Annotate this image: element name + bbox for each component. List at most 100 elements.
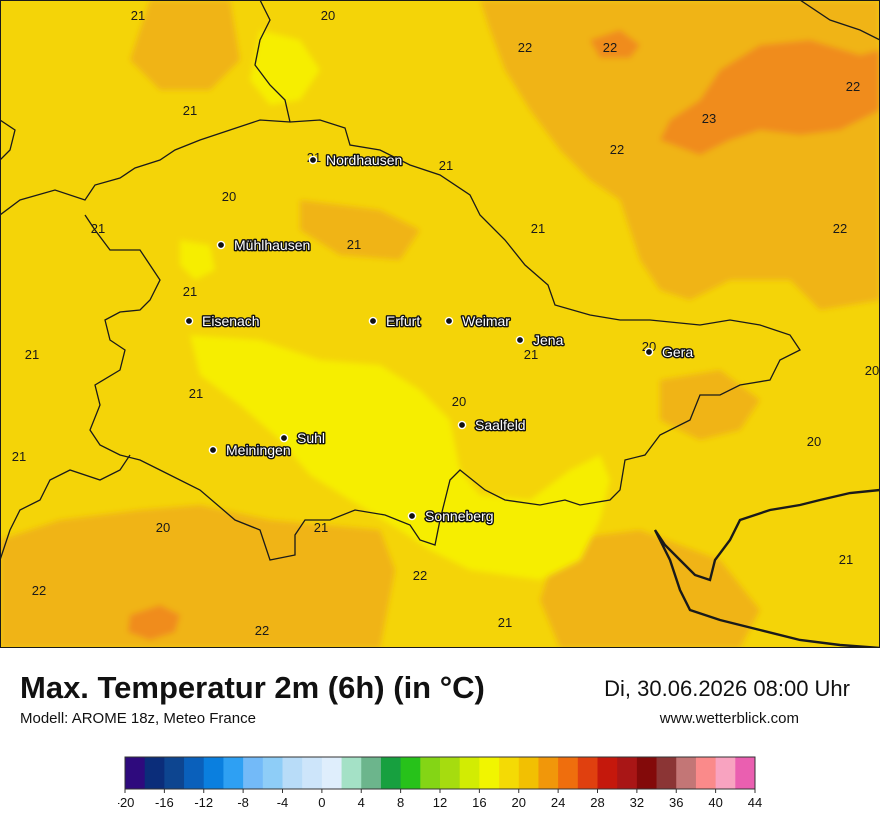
legend-swatch (361, 757, 382, 789)
map-title: Max. Temperatur 2m (6h) (in °C) (20, 670, 485, 705)
legend-swatch (695, 757, 717, 789)
city-label: Eisenach (202, 313, 260, 329)
legend-tick-label: 4 (358, 795, 365, 810)
temperature-zones (0, 0, 880, 648)
state-border (0, 119, 16, 161)
legend-swatch (617, 757, 638, 789)
temperature-zone (250, 30, 320, 105)
city-dot (457, 420, 467, 430)
city-dot (208, 445, 218, 455)
legend-swatch (164, 757, 185, 789)
legend-tick-label: -12 (194, 795, 213, 810)
legend-swatch (440, 757, 461, 789)
legend-tick-label: 28 (590, 795, 604, 810)
legend-swatch (479, 757, 500, 789)
temperature-value: 21 (839, 552, 853, 567)
temperature-value: 21 (25, 347, 39, 362)
temperature-value: 22 (32, 583, 46, 598)
legend-swatch (223, 757, 244, 789)
color-scale-legend: -20 -16 -12 -8 -4 0 4 8 12 16 20 24 28 32 36 40 44 (118, 756, 762, 810)
temperature-zone (590, 30, 640, 58)
temperature-value: 21 (183, 284, 197, 299)
temperature-map[interactable]: 21 20 22 22 22 21 23 22 21 21 20 21 21 22 21 21 20 21 21 20… (0, 0, 880, 648)
legend-swatch (321, 757, 342, 789)
city-label: Jena (533, 332, 564, 348)
temperature-zone (300, 200, 420, 260)
legend-swatch (302, 757, 323, 789)
temperature-zone (190, 335, 610, 580)
city-label: Mühlhausen (234, 237, 310, 253)
temperature-value: 20 (222, 189, 236, 204)
legend-tick-label: 24 (551, 795, 565, 810)
temperature-value: 21 (524, 347, 538, 362)
temperature-zone (0, 505, 395, 648)
temperature-value: 21 (439, 158, 453, 173)
city-dot (444, 316, 454, 326)
temperature-value: 21 (498, 615, 512, 630)
legend-swatch (499, 757, 520, 789)
legend-swatch (380, 757, 402, 789)
legend-tick-label: 32 (630, 795, 644, 810)
temperature-value: 20 (452, 394, 466, 409)
legend-swatch (262, 757, 283, 789)
city-dot (308, 155, 318, 165)
city-dot (216, 240, 226, 250)
legend-tick-label: 16 (472, 795, 486, 810)
model-info: Modell: AROME 18z, Meteo France (20, 710, 256, 727)
legend-tick-label: -8 (237, 795, 249, 810)
country-border (653, 488, 880, 648)
temperature-value: 21 (12, 449, 26, 464)
city-dot (515, 335, 525, 345)
legend-swatch (597, 757, 618, 789)
city-dot (368, 316, 378, 326)
city-dot (184, 316, 194, 326)
temperature-value: 21 (131, 8, 145, 23)
legend-swatch (577, 757, 598, 789)
legend-swatch (656, 757, 677, 789)
temperature-value: 22 (413, 568, 427, 583)
city-label: Gera (662, 344, 693, 360)
legend-tick-label: 44 (748, 795, 762, 810)
temperature-value: 21 (183, 103, 197, 118)
temperature-value: 21 (91, 221, 105, 236)
legend-tick-label: 8 (397, 795, 404, 810)
temperature-value: 22 (603, 40, 617, 55)
city-label: Sonneberg (425, 508, 494, 524)
legend-swatch (715, 757, 736, 789)
temperature-value: 20 (321, 8, 335, 23)
temperature-value: 23 (702, 111, 716, 126)
legend-swatch (184, 757, 205, 789)
legend-swatch (282, 757, 303, 789)
legend-swatch (676, 757, 697, 789)
state-border (799, 0, 880, 41)
legend-swatch (420, 757, 441, 789)
city-label: Erfurt (386, 313, 420, 329)
legend-tick-label: -16 (155, 795, 174, 810)
legend-swatch (243, 757, 264, 789)
footer (0, 648, 880, 830)
city-label: Meiningen (226, 442, 291, 458)
temperature-value: 21 (531, 221, 545, 236)
legend-tick-label: 12 (433, 795, 447, 810)
legend-tick-label: 36 (669, 795, 683, 810)
legend-swatch (735, 757, 756, 789)
legend-swatch (203, 757, 224, 789)
legend-swatch (144, 757, 165, 789)
temperature-zone (180, 240, 215, 280)
city-dot (407, 511, 417, 521)
state-border (254, 0, 291, 123)
website-link[interactable]: www.wetterblick.com (659, 710, 799, 727)
legend-swatch (538, 757, 559, 789)
legend-swatch (400, 757, 421, 789)
temperature-zone (540, 530, 760, 648)
city-dot (644, 347, 654, 357)
borders (0, 0, 880, 648)
temperature-value: 22 (255, 623, 269, 638)
city-label: Nordhausen (326, 152, 402, 168)
city-dot (279, 433, 289, 443)
legend-tick-label: 20 (512, 795, 526, 810)
temperature-value: 21 (347, 237, 361, 252)
legend-tick-label: 40 (708, 795, 722, 810)
state-border (0, 454, 131, 561)
legend-swatch (636, 757, 657, 789)
